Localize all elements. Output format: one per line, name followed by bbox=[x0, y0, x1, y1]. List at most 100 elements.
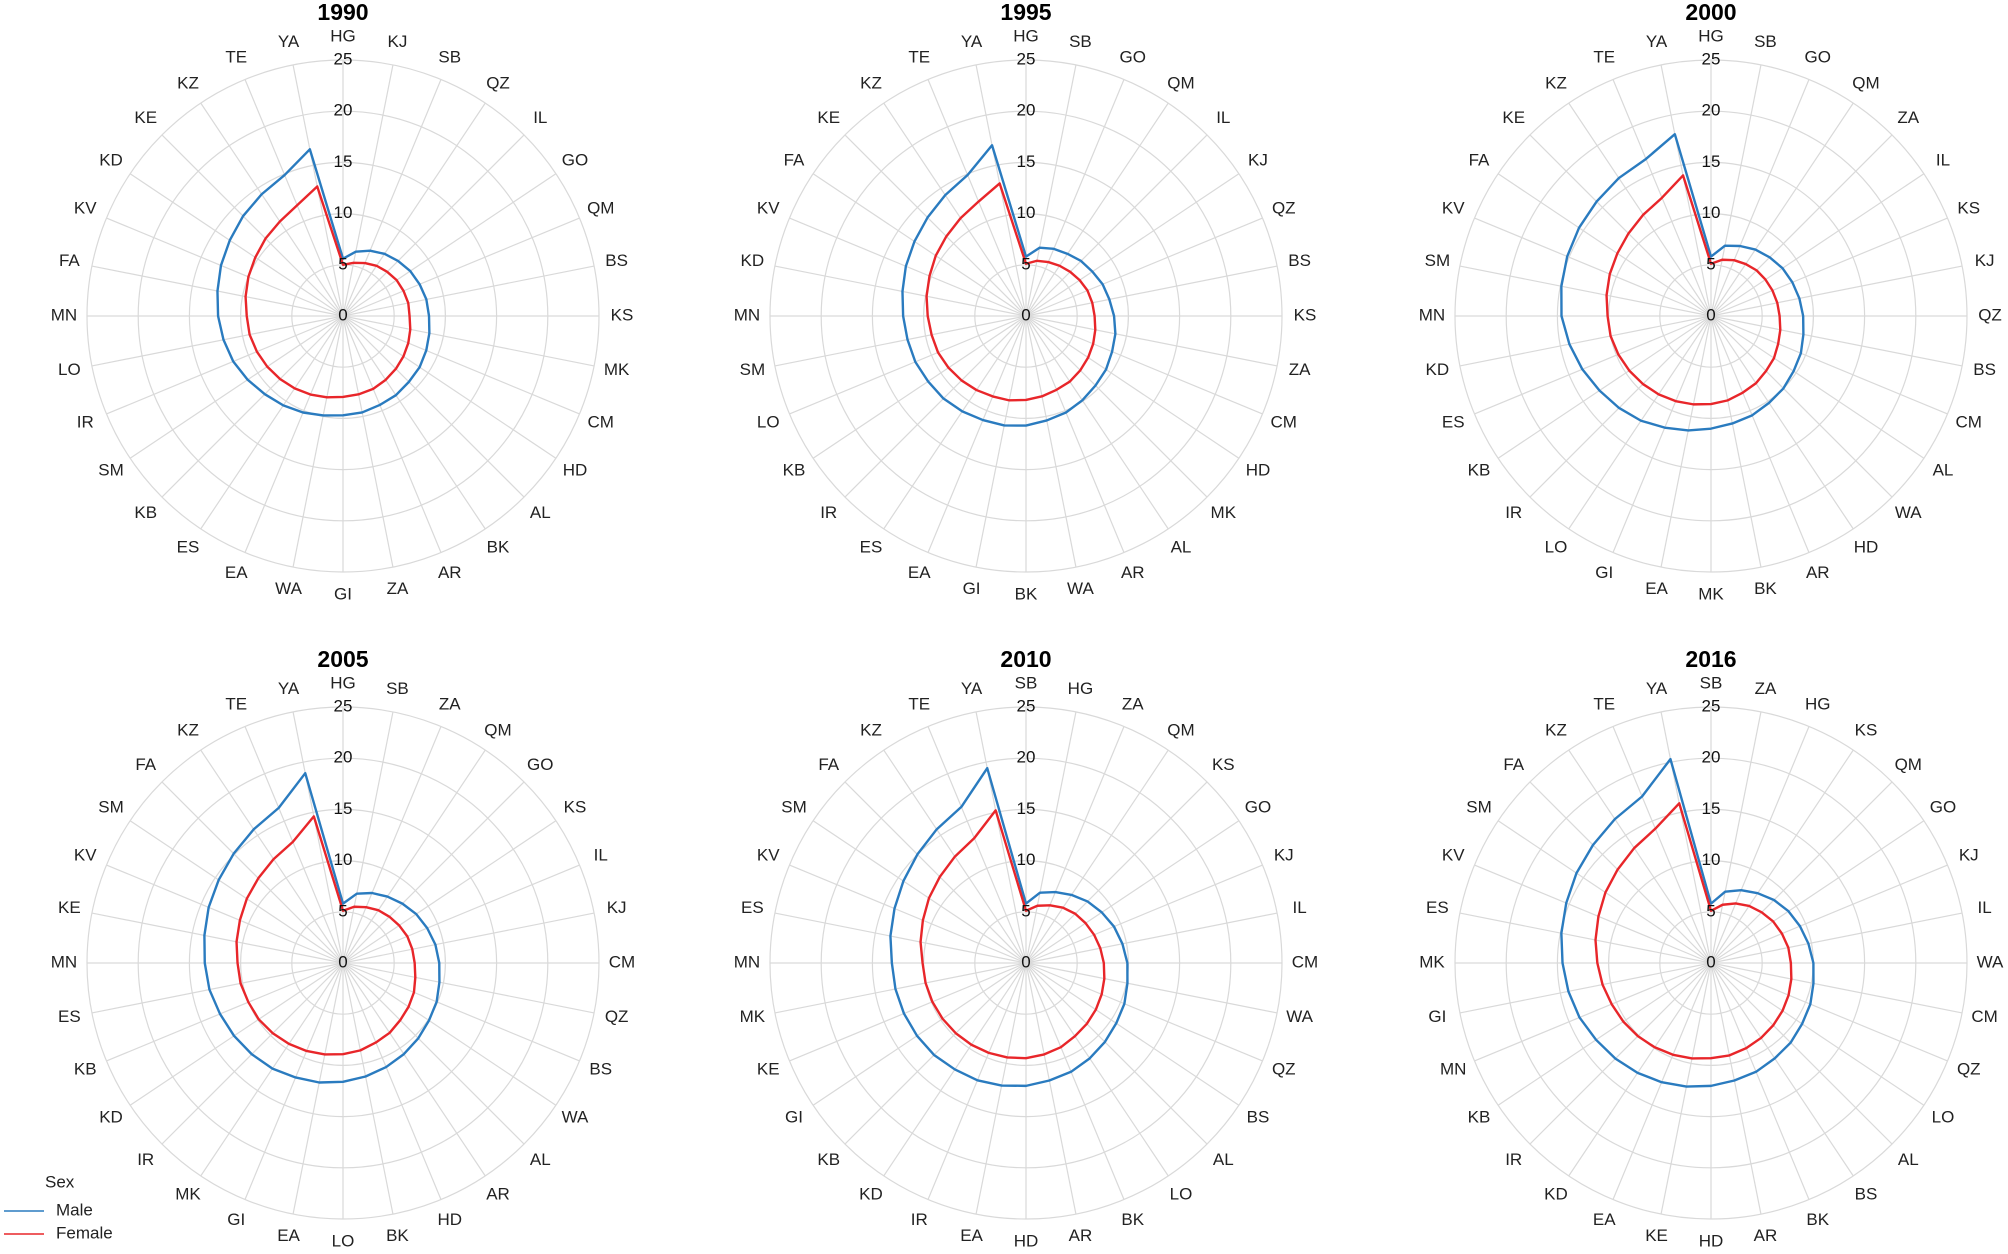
spoke bbox=[1710, 79, 1810, 317]
category-label: IR bbox=[77, 412, 94, 431]
spoke bbox=[883, 315, 1027, 530]
spoke bbox=[1529, 134, 1712, 317]
series-line bbox=[919, 809, 1106, 1060]
spoke bbox=[1025, 173, 1240, 317]
series-line bbox=[235, 815, 417, 1056]
category-label: KS bbox=[1294, 305, 1317, 324]
spoke bbox=[1710, 749, 1854, 964]
category-label: IL bbox=[1216, 108, 1230, 127]
category-label: BK bbox=[1806, 1210, 1829, 1229]
spoke bbox=[1710, 962, 1762, 1215]
series-line bbox=[1560, 757, 1815, 1088]
spoke bbox=[342, 962, 580, 1062]
category-label: BS bbox=[1855, 1184, 1878, 1203]
category-label: KJ bbox=[1274, 846, 1294, 865]
category-label: QZ bbox=[1978, 305, 2002, 324]
spoke bbox=[844, 962, 1027, 1145]
category-label: HD bbox=[1014, 1231, 1039, 1250]
category-label: KZ bbox=[860, 721, 882, 740]
category-label: SB bbox=[438, 48, 461, 67]
category-label: KE bbox=[1502, 108, 1525, 127]
spoke bbox=[1710, 134, 1893, 317]
category-label: HG bbox=[330, 673, 356, 692]
category-label: KB bbox=[817, 1150, 840, 1169]
y-tick-label: 5 bbox=[338, 254, 347, 273]
spoke bbox=[342, 962, 442, 1200]
category-label: KB bbox=[134, 503, 157, 522]
spoke bbox=[161, 781, 344, 964]
spoke bbox=[927, 726, 1027, 964]
spoke bbox=[1025, 726, 1125, 964]
category-label: GI bbox=[1595, 563, 1613, 582]
spoke bbox=[1660, 315, 1712, 568]
spoke bbox=[1025, 962, 1125, 1200]
category-label: GI bbox=[227, 1210, 245, 1229]
spoke bbox=[1710, 711, 1762, 964]
y-tick-label: 25 bbox=[1702, 696, 1721, 715]
spoke bbox=[161, 315, 344, 498]
spoke bbox=[1710, 912, 1963, 964]
y-tick-label: 10 bbox=[1017, 203, 1036, 222]
category-label: FA bbox=[818, 755, 839, 774]
spoke bbox=[1025, 265, 1278, 317]
category-label: TE bbox=[908, 48, 930, 67]
category-label: BS bbox=[605, 251, 628, 270]
category-label: TE bbox=[225, 695, 247, 714]
spoke bbox=[1474, 315, 1712, 415]
spoke bbox=[1568, 315, 1712, 530]
spoke bbox=[1025, 912, 1278, 964]
category-label: AL bbox=[1171, 537, 1192, 556]
category-label: KB bbox=[1468, 1107, 1491, 1126]
y-tick-label: 20 bbox=[1017, 101, 1036, 120]
category-label: WA bbox=[562, 1107, 589, 1126]
spoke bbox=[1025, 134, 1208, 317]
y-tick-label: 0 bbox=[338, 305, 347, 324]
spoke bbox=[1660, 64, 1712, 317]
category-label: GO bbox=[1120, 48, 1146, 67]
spoke bbox=[1025, 315, 1240, 459]
spoke bbox=[1025, 962, 1263, 1062]
spoke bbox=[1529, 315, 1712, 498]
spoke bbox=[129, 962, 344, 1106]
spoke bbox=[342, 912, 595, 964]
category-label: KS bbox=[1855, 721, 1878, 740]
spoke bbox=[1025, 781, 1208, 964]
spoke bbox=[1459, 912, 1712, 964]
spoke bbox=[342, 315, 580, 415]
y-tick-label: 0 bbox=[1706, 305, 1715, 324]
category-label: IL bbox=[594, 846, 608, 865]
spoke bbox=[1568, 102, 1712, 317]
category-label: BS bbox=[1247, 1107, 1270, 1126]
category-label: AL bbox=[1933, 460, 1954, 479]
spoke bbox=[1474, 864, 1712, 964]
category-label: GI bbox=[334, 584, 352, 603]
y-tick-label: 10 bbox=[1702, 850, 1721, 869]
spoke bbox=[342, 962, 394, 1215]
spoke bbox=[200, 749, 344, 964]
spoke bbox=[812, 315, 1027, 459]
category-label: ES bbox=[860, 537, 883, 556]
spoke bbox=[1025, 315, 1077, 568]
spoke bbox=[342, 962, 595, 1014]
category-label: CM bbox=[1292, 952, 1318, 971]
spoke bbox=[1710, 726, 1810, 964]
category-label: KJ bbox=[1975, 251, 1995, 270]
category-label: KD bbox=[1426, 360, 1450, 379]
spoke bbox=[1474, 962, 1712, 1062]
y-tick-label: 10 bbox=[334, 850, 353, 869]
spoke bbox=[342, 173, 557, 317]
category-label: QZ bbox=[1272, 1059, 1296, 1078]
spoke bbox=[1025, 79, 1125, 317]
category-label: GI bbox=[963, 579, 981, 598]
spoke bbox=[1025, 102, 1169, 317]
category-label: SM bbox=[98, 797, 124, 816]
category-label: MN bbox=[734, 305, 760, 324]
category-label: LO bbox=[1932, 1107, 1955, 1126]
spoke bbox=[812, 962, 1027, 1106]
category-label: GO bbox=[527, 755, 553, 774]
spoke bbox=[129, 315, 344, 459]
category-label: BK bbox=[1754, 579, 1777, 598]
category-label: ES bbox=[177, 537, 200, 556]
spoke bbox=[789, 962, 1027, 1062]
spoke bbox=[1025, 962, 1169, 1177]
